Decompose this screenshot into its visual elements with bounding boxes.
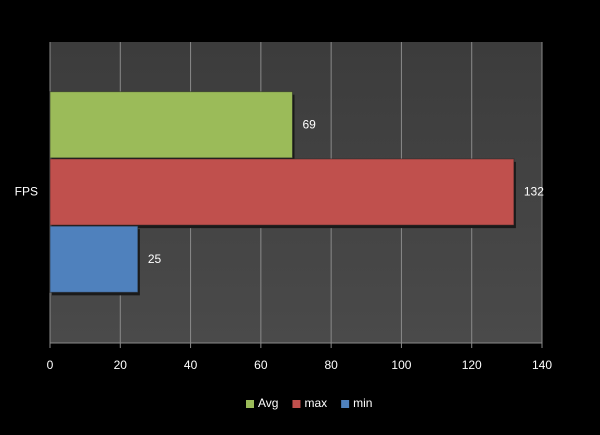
- data-label: 132: [524, 185, 544, 199]
- bar: [49, 158, 515, 226]
- x-tick-label: 60: [254, 358, 268, 372]
- legend-marker: [341, 400, 350, 408]
- bar: [49, 225, 139, 293]
- legend-marker: [292, 400, 301, 408]
- legend-label: Avg: [258, 396, 278, 410]
- data-label: 25: [148, 252, 162, 266]
- x-tick-label: 120: [462, 358, 482, 372]
- x-tick-label: 100: [391, 358, 411, 372]
- x-tick-label: 80: [324, 358, 338, 372]
- legend-label: min: [353, 396, 372, 410]
- x-tick-label: 140: [532, 358, 552, 372]
- data-label: 69: [302, 117, 316, 131]
- x-tick-label: 0: [47, 358, 54, 372]
- bar: [49, 91, 293, 159]
- legend-label: max: [304, 396, 327, 410]
- legend-marker: [246, 400, 254, 408]
- x-tick-label: 20: [114, 358, 128, 372]
- y-tick-label: FPS: [15, 185, 38, 199]
- x-tick-label: 40: [184, 358, 198, 372]
